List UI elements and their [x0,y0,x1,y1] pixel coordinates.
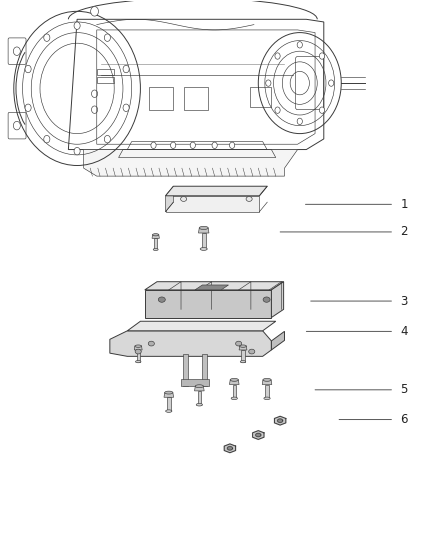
Text: 4: 4 [400,325,408,338]
Polygon shape [272,282,284,318]
Ellipse shape [158,297,165,302]
Circle shape [44,135,50,143]
Polygon shape [152,235,159,238]
Polygon shape [272,332,285,350]
FancyBboxPatch shape [183,354,187,385]
Text: 6: 6 [400,413,408,426]
Polygon shape [166,186,267,196]
Ellipse shape [249,349,255,354]
Circle shape [275,53,280,59]
Circle shape [123,104,129,111]
Circle shape [319,53,325,59]
Circle shape [212,142,217,149]
Ellipse shape [200,247,207,251]
Ellipse shape [165,391,173,394]
Ellipse shape [195,385,203,387]
Ellipse shape [196,403,202,406]
Circle shape [123,66,129,72]
Polygon shape [278,419,283,423]
Polygon shape [195,285,229,290]
Circle shape [230,142,235,149]
Circle shape [104,34,110,42]
Ellipse shape [148,341,154,346]
Polygon shape [198,228,209,233]
Ellipse shape [264,397,270,400]
Circle shape [104,135,110,143]
Ellipse shape [152,233,159,236]
Polygon shape [275,416,286,425]
FancyBboxPatch shape [233,384,236,398]
Ellipse shape [180,197,187,201]
Polygon shape [134,346,142,350]
Circle shape [44,34,50,42]
Circle shape [190,142,195,149]
Circle shape [297,118,302,125]
Ellipse shape [231,397,237,400]
Polygon shape [256,433,261,437]
FancyBboxPatch shape [154,238,157,249]
Polygon shape [253,431,264,439]
Ellipse shape [230,378,238,381]
FancyBboxPatch shape [181,379,209,385]
FancyBboxPatch shape [265,384,269,398]
Circle shape [91,6,99,16]
Polygon shape [127,321,276,331]
Polygon shape [84,150,297,176]
Ellipse shape [236,341,242,346]
Polygon shape [166,186,173,212]
Circle shape [328,80,334,86]
Polygon shape [164,393,173,397]
Ellipse shape [135,360,141,363]
Polygon shape [145,290,272,318]
Circle shape [74,22,80,29]
Text: 2: 2 [400,225,408,238]
FancyBboxPatch shape [202,354,207,385]
Ellipse shape [135,345,141,348]
Ellipse shape [240,345,246,348]
Ellipse shape [263,297,270,302]
Text: 1: 1 [400,198,408,211]
Polygon shape [194,386,204,391]
Circle shape [170,142,176,149]
FancyBboxPatch shape [198,391,201,405]
Ellipse shape [240,360,246,363]
FancyBboxPatch shape [202,233,206,249]
Circle shape [74,148,80,155]
FancyBboxPatch shape [137,350,140,362]
Circle shape [151,142,156,149]
FancyBboxPatch shape [241,350,244,362]
Ellipse shape [166,410,172,413]
Ellipse shape [263,378,271,381]
Text: 5: 5 [400,383,408,397]
Ellipse shape [135,349,141,354]
Polygon shape [110,331,272,357]
Polygon shape [227,447,233,450]
Polygon shape [166,196,259,212]
Polygon shape [239,346,247,350]
Circle shape [297,42,302,48]
FancyBboxPatch shape [167,397,170,411]
Text: 3: 3 [400,295,408,308]
Circle shape [266,80,271,86]
Polygon shape [224,444,236,453]
Circle shape [319,107,325,114]
Ellipse shape [199,227,208,230]
Polygon shape [230,380,239,384]
Ellipse shape [153,248,158,251]
Circle shape [25,66,31,72]
Polygon shape [262,380,272,384]
Circle shape [25,104,31,111]
Circle shape [275,107,280,114]
Ellipse shape [246,197,252,201]
Polygon shape [145,282,284,290]
